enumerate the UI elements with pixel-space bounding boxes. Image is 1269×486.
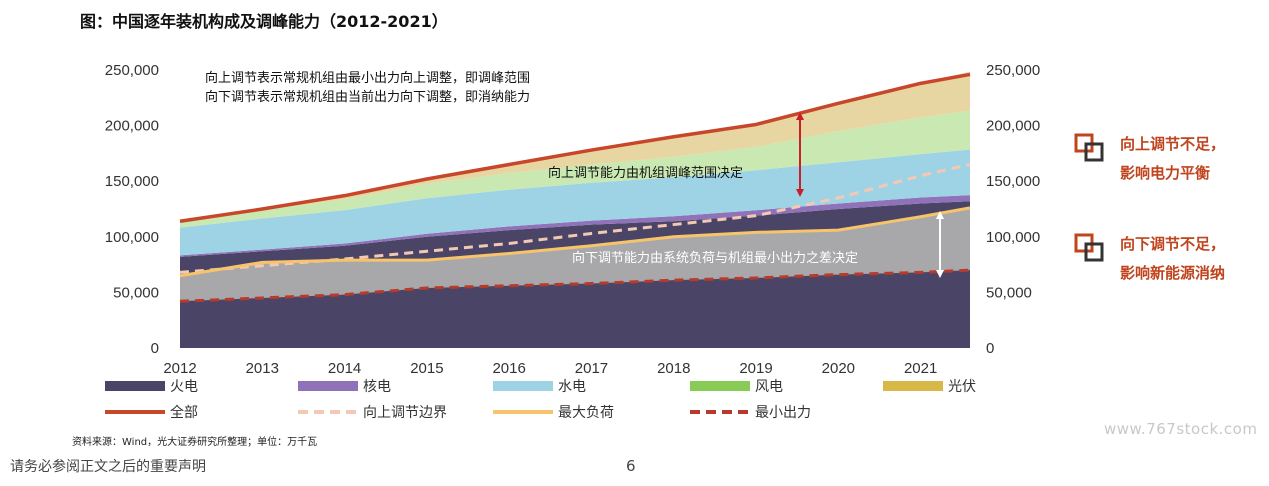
y-tick-right: 150,000 bbox=[986, 173, 1040, 190]
disclaimer: 请务必参阅正文之后的重要声明 bbox=[10, 459, 206, 475]
page-number: 6 bbox=[626, 457, 636, 475]
down-regulation-band bbox=[180, 207, 970, 302]
annotation-up-capacity: 向上调节能力由机组调峰范围决定 bbox=[548, 165, 743, 181]
legend-label: 最大负荷 bbox=[558, 405, 614, 421]
legend-label: 火电 bbox=[170, 379, 198, 395]
y-tick-left: 250,000 bbox=[105, 62, 159, 79]
line-series bbox=[179, 72, 971, 303]
chart-title: 图：中国逐年装机构成及调峰能力（2012-2021） bbox=[80, 12, 448, 31]
source-note: 资料来源：Wind，光大证券研究所整理；单位：万千瓦 bbox=[72, 437, 318, 448]
overlap-squares-icon bbox=[1074, 133, 1104, 162]
y-tick-left: 50,000 bbox=[113, 284, 159, 301]
stacked-areas bbox=[180, 71, 970, 348]
x-tick: 2019 bbox=[739, 360, 772, 377]
x-tick: 2013 bbox=[246, 360, 279, 377]
line-series-3 bbox=[179, 206, 971, 278]
legend-label: 最小出力 bbox=[755, 405, 811, 421]
y-tick-right: 0 bbox=[986, 340, 994, 357]
line-series-4 bbox=[179, 268, 971, 303]
legend-label: 全部 bbox=[170, 404, 198, 421]
x-tick: 2021 bbox=[904, 360, 937, 377]
side-note-line2: 影响新能源消纳 bbox=[1120, 264, 1225, 282]
y-tick-right: 50,000 bbox=[986, 284, 1032, 301]
legend-label: 光伏 bbox=[948, 379, 976, 395]
legend-label: 核电 bbox=[363, 379, 391, 395]
side-note-line2: 影响电力平衡 bbox=[1120, 164, 1210, 182]
range-arrows bbox=[796, 112, 944, 278]
side-note-line1: 向上调节不足， bbox=[1120, 135, 1225, 153]
x-tick: 2016 bbox=[492, 360, 525, 377]
y-tick-left: 0 bbox=[151, 340, 159, 357]
annotation-up-definition: 向上调节表示常规机组由最小出力向上调整，即调峰范围 bbox=[205, 70, 530, 86]
legend-label: 向上调节边界 bbox=[363, 405, 447, 421]
x-tick: 2020 bbox=[822, 360, 855, 377]
y-tick-right: 100,000 bbox=[986, 229, 1040, 246]
overlap-squares-icon bbox=[1074, 233, 1104, 262]
x-tick: 2017 bbox=[575, 360, 608, 377]
annotation-down-capacity: 向下调节能力由系统负荷与机组最小出力之差决定 bbox=[572, 250, 858, 266]
x-tick: 2015 bbox=[410, 360, 443, 377]
area-2 bbox=[180, 195, 970, 257]
legend-swatch bbox=[105, 381, 165, 391]
annotation-down-definition: 向下调节表示常规机组由当前出力向下调整，即消纳能力 bbox=[205, 89, 530, 105]
y-tick-left: 200,000 bbox=[105, 118, 159, 135]
x-tick: 2012 bbox=[163, 360, 196, 377]
y-tick-left: 100,000 bbox=[105, 229, 159, 246]
x-tick: 2014 bbox=[328, 360, 361, 377]
legend-swatch bbox=[690, 381, 750, 391]
legend-swatch bbox=[883, 381, 943, 391]
area-4 bbox=[180, 110, 970, 228]
y-tick-right: 200,000 bbox=[986, 118, 1040, 135]
legend-swatch bbox=[298, 381, 358, 391]
legend-label: 风电 bbox=[755, 379, 783, 395]
side-note-line1: 向下调节不足， bbox=[1120, 235, 1225, 253]
y-tick-right: 250,000 bbox=[986, 62, 1040, 79]
watermark: www.767stock.com bbox=[1104, 420, 1258, 438]
y-axis-right: 0 50,000 100,000 150,000 200,000 250,000 bbox=[986, 62, 1040, 357]
x-axis: 2012 2013 2014 2015 2016 2017 2018 2019 2020 2021 bbox=[163, 360, 937, 377]
legend-swatch bbox=[493, 381, 553, 391]
y-tick-left: 150,000 bbox=[105, 173, 159, 190]
y-axis-left: 0 50,000 100,000 150,000 200,000 250,000 bbox=[105, 62, 159, 357]
legend-label: 水电 bbox=[558, 379, 586, 395]
x-tick: 2018 bbox=[657, 360, 690, 377]
line-series-1 bbox=[179, 72, 971, 223]
area-3 bbox=[180, 149, 970, 256]
